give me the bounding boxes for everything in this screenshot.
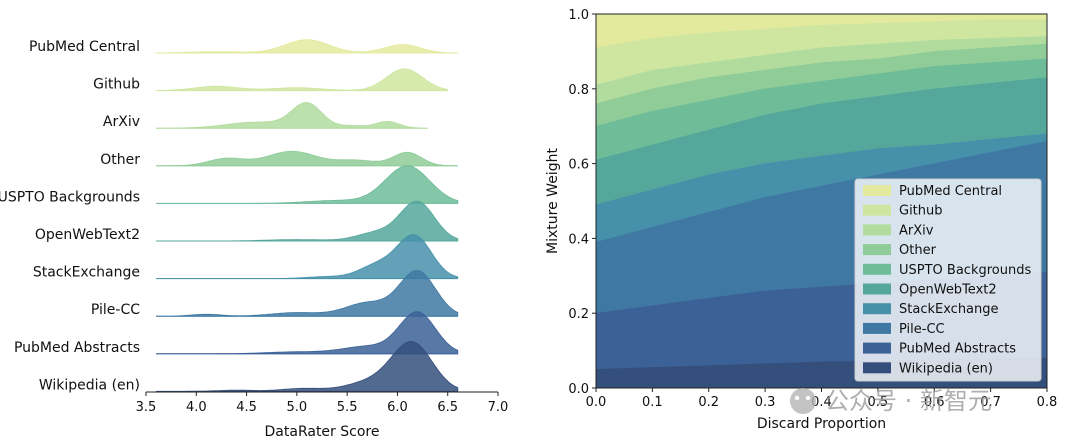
ridge-label: OpenWebText2 bbox=[35, 227, 140, 243]
legend-label: Github bbox=[899, 204, 943, 219]
watermark: 公众号 · 新智元 bbox=[790, 387, 992, 415]
ridge-x-tick-label: 4.0 bbox=[186, 400, 207, 415]
area-x-tick-label: 0.7 bbox=[980, 395, 1001, 410]
legend: PubMed Central Github ArXiv Other USPTO Back… bbox=[854, 178, 1042, 382]
ridge-label: Other bbox=[100, 152, 140, 168]
legend-swatch bbox=[863, 283, 891, 295]
area-y-tick-label: 1.0 bbox=[568, 8, 589, 23]
area-x-tick-label: 0.4 bbox=[811, 395, 832, 410]
area-x-tick-label: 0.2 bbox=[698, 395, 719, 410]
legend-swatch bbox=[863, 185, 891, 196]
legend-swatch bbox=[863, 204, 891, 216]
wechat-logo-icon bbox=[790, 388, 816, 414]
legend-label: PubMed Central bbox=[899, 184, 1002, 199]
legend-swatch bbox=[863, 322, 891, 334]
legend-swatch bbox=[863, 303, 891, 315]
legend-label: OpenWebText2 bbox=[899, 283, 997, 298]
legend-swatch bbox=[863, 362, 891, 374]
legend-swatch bbox=[863, 244, 891, 256]
area-y-tick-label: 0.0 bbox=[568, 382, 589, 397]
area-y-tick-label: 0.8 bbox=[568, 83, 589, 98]
legend-box bbox=[854, 178, 1042, 382]
legend-label: StackExchange bbox=[899, 302, 999, 317]
ridge-label: USPTO Backgrounds bbox=[0, 189, 140, 205]
ridge-label: Github bbox=[93, 77, 140, 93]
ridge-label: Pile-CC bbox=[91, 302, 140, 318]
ridgeline-chart: PubMed Central Github ArXiv Other USPTO Back… bbox=[0, 39, 508, 440]
legend-label: USPTO Backgrounds bbox=[899, 263, 1031, 278]
ridge-wikipedia-en bbox=[156, 340, 459, 392]
area-x-axis-title: Discard Proportion bbox=[757, 416, 886, 432]
ridge-x-axis-title: DataRater Score bbox=[265, 424, 380, 440]
area-y-axis-title: Mixture Weight bbox=[545, 148, 561, 254]
ridge-label: PubMed Central bbox=[29, 39, 140, 55]
wechat-logo-eye-right bbox=[805, 395, 811, 401]
legend-label: ArXiv bbox=[899, 223, 934, 238]
ridge-other bbox=[156, 150, 458, 167]
legend-swatch bbox=[863, 263, 891, 275]
ridge-label: PubMed Abstracts bbox=[14, 340, 140, 356]
ridge-label: ArXiv bbox=[103, 114, 140, 130]
ridge-x-tick-label: 4.5 bbox=[236, 400, 257, 415]
area-x-tick-label: 0.3 bbox=[755, 395, 776, 410]
area-x-tick-label: 0.1 bbox=[642, 395, 663, 410]
legend-label: Wikipedia (en) bbox=[899, 361, 993, 376]
area-x-tick-label: 0.0 bbox=[586, 395, 607, 410]
legend-swatch bbox=[863, 342, 891, 354]
legend-label: Pile-CC bbox=[899, 322, 945, 337]
area-x-tick-label: 0.8 bbox=[1037, 395, 1058, 410]
ridge-x-tick-label: 6.5 bbox=[437, 400, 458, 415]
stacked-area-chart: 0.0 0.1 0.2 0.3 0.4 0.5 0.6 0.7 0.8 0.0 0.2 0.4 0.6 0… bbox=[545, 8, 1057, 432]
legend-label: PubMed Abstracts bbox=[899, 342, 1016, 357]
legend-swatch bbox=[863, 224, 891, 236]
ridge-label: StackExchange bbox=[33, 265, 140, 281]
area-y-tick-label: 0.4 bbox=[568, 232, 589, 247]
ridge-pile-cc bbox=[156, 269, 459, 317]
ridge-github bbox=[155, 68, 449, 91]
area-y-tick-label: 0.6 bbox=[568, 158, 589, 173]
ridge-x-tick-label: 5.0 bbox=[287, 400, 308, 415]
ridge-x-tick-label: 3.5 bbox=[136, 400, 157, 415]
ridge-label: Wikipedia (en) bbox=[39, 377, 140, 393]
ridge-uspto-backgrounds bbox=[156, 165, 459, 204]
ridge-pubmed-central bbox=[155, 39, 459, 54]
ridge-x-tick-label: 5.5 bbox=[337, 400, 358, 415]
ridge-x-tick-label: 7.0 bbox=[488, 400, 509, 415]
ridge-x-tick-label: 6.0 bbox=[387, 400, 408, 415]
wechat-logo-eye-left bbox=[794, 395, 800, 401]
legend-label: Other bbox=[899, 243, 937, 258]
watermark-text: 公众号 · 新智元 bbox=[825, 387, 992, 415]
ridge-arxiv bbox=[156, 102, 428, 129]
area-y-tick-label: 0.2 bbox=[568, 307, 589, 322]
area-x-tick-label: 0.6 bbox=[924, 395, 945, 410]
area-x-tick-label: 0.5 bbox=[868, 395, 889, 410]
